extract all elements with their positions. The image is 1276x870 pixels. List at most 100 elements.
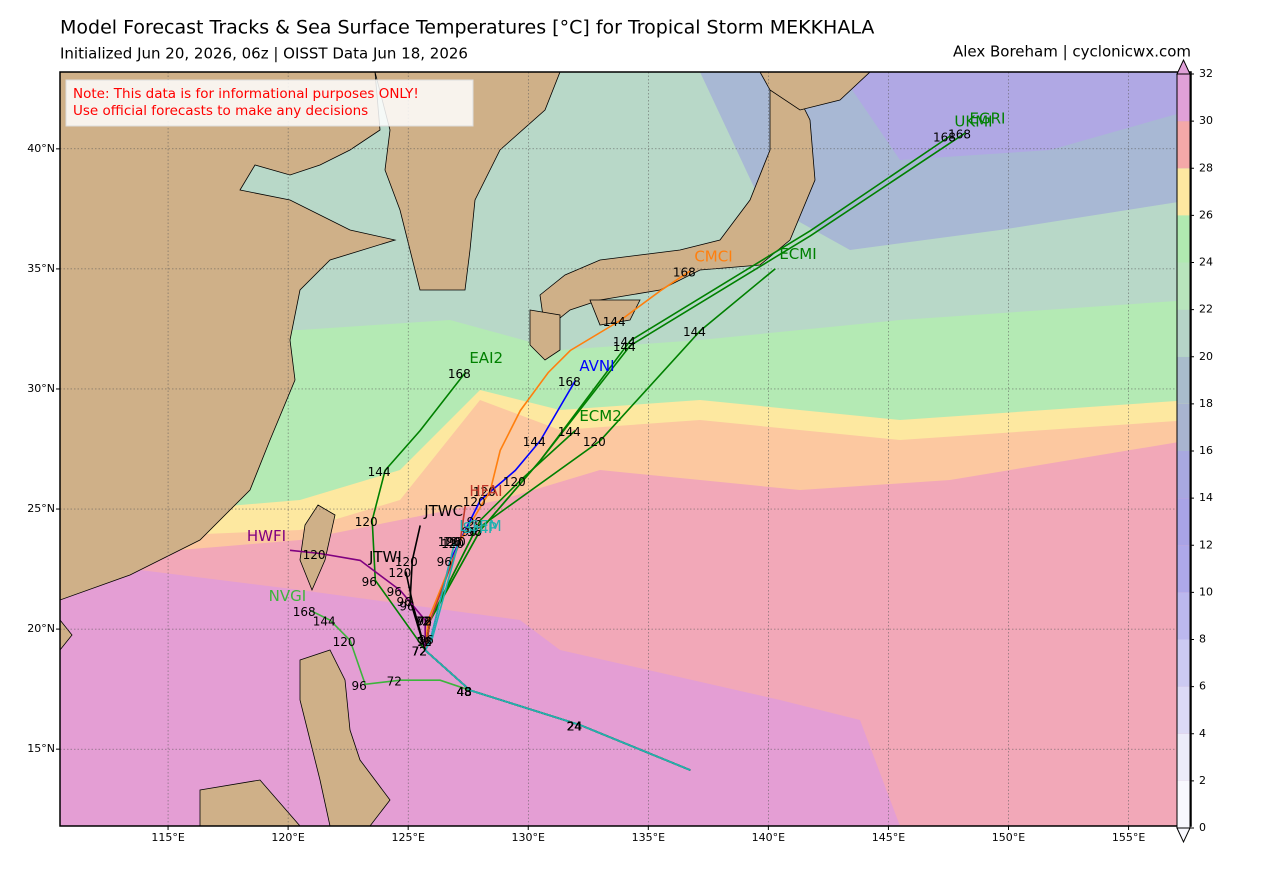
forecast-hour-label: 144 — [368, 465, 391, 479]
model-name: AVNI — [579, 357, 614, 375]
colorbar-band — [1177, 74, 1190, 122]
forecast-hour-label: 168 — [948, 127, 971, 141]
forecast-hour-label: 72 — [412, 645, 427, 659]
colorbar-label: 0 — [1199, 821, 1206, 834]
forecast-hour-label: 96 — [417, 635, 432, 649]
note-line: Use official forecasts to make any decis… — [73, 103, 368, 119]
forecast-hour-label: 120 — [443, 535, 466, 549]
forecast-hour-label: 96 — [352, 679, 367, 693]
forecast-hour-label: 24 — [567, 720, 582, 734]
colorbar-label: 16 — [1199, 444, 1213, 457]
model-name: CMCI — [694, 247, 732, 265]
subtitle: Initialized Jun 20, 2026, 06z | OISST Da… — [60, 45, 468, 63]
colorbar-label: 8 — [1199, 633, 1206, 646]
model-name: EGRI — [970, 109, 1006, 127]
y-tick-label: 30°N — [27, 382, 55, 395]
forecast-hour-label: 48 — [456, 685, 471, 699]
forecast-hour-label: 120 — [333, 635, 356, 649]
model-name: LGEM — [459, 517, 501, 535]
colorbar-label: 30 — [1199, 114, 1213, 127]
colorbar-band — [1177, 780, 1190, 828]
colorbar-label: 32 — [1199, 67, 1213, 80]
forecast-hour-label: 120 — [503, 475, 526, 489]
forecast-hour-label: 72 — [412, 645, 427, 659]
forecast-hour-label: 120 — [441, 537, 464, 551]
model-name: HFAI — [469, 482, 502, 500]
colorbar-extend — [1176, 827, 1191, 844]
forecast-hour-label: 24 — [567, 720, 582, 734]
forecast-hour-label: 96 — [437, 555, 452, 569]
forecast-hour-label: 96 — [447, 535, 462, 549]
y-tick-label: 25°N — [27, 502, 55, 515]
forecast-hour-label: 24 — [567, 720, 582, 734]
colorbar-band — [1177, 121, 1190, 169]
x-tick-label: 145°E — [872, 831, 905, 844]
colorbar-label: 26 — [1199, 208, 1213, 221]
x-tick-label: 115°E — [151, 831, 184, 844]
forecast-hour-label: 72 — [417, 615, 432, 629]
colorbar-band — [1177, 215, 1190, 263]
forecast-hour-label: 168 — [933, 130, 956, 144]
forecast-hour-label: 144 — [558, 425, 581, 439]
forecast-hour-label: 24 — [567, 720, 582, 734]
forecast-hour-label: 48 — [456, 685, 471, 699]
x-tick-label: 135°E — [632, 831, 665, 844]
x-tick-label: 155°E — [1112, 831, 1145, 844]
forecast-hour-label: 24 — [567, 720, 582, 734]
track-line — [424, 542, 691, 771]
forecast-hour-label: 120 — [355, 515, 378, 529]
colorbar-band — [1177, 262, 1190, 310]
colorbar-label: 22 — [1199, 303, 1213, 316]
model-name: UKMI — [954, 112, 992, 130]
forecast-hour-label: 72 — [417, 615, 432, 629]
colorbar-label: 4 — [1199, 727, 1206, 740]
grid: 115°E 120°E 125°E 130°E 135°E 140°E 145°E 150°E… — [27, 72, 1191, 844]
forecast-hour-label: 120 — [388, 566, 411, 580]
x-tick-label: 140°E — [752, 831, 785, 844]
forecast-hour-label: 72 — [414, 615, 429, 629]
colorbar-label: 14 — [1199, 491, 1213, 504]
forecast-hour-label: 48 — [456, 685, 471, 699]
y-tick-label: 20°N — [27, 622, 55, 635]
x-tick-label: 120°E — [271, 831, 304, 844]
forecast-hour-label: 72 — [412, 645, 427, 659]
forecast-hour-label: 144 — [313, 615, 336, 629]
forecast-hour-label: 72 — [412, 645, 427, 659]
colorbar-label: 10 — [1199, 585, 1213, 598]
forecast-hour-label: 72 — [412, 645, 427, 659]
forecast-hour-label: 24 — [567, 720, 582, 734]
y-tick-label: 40°N — [27, 142, 55, 155]
colorbar-label: 12 — [1199, 538, 1213, 551]
colorbar-band — [1177, 356, 1190, 404]
forecast-hour-label: 96 — [399, 600, 414, 614]
map-background — [60, 72, 1191, 826]
model-name: HWFI — [247, 527, 286, 545]
forecast-hour-label: 48 — [456, 685, 471, 699]
model-name: ECMI — [779, 245, 816, 263]
forecast-hour-label: 24 — [567, 720, 582, 734]
forecast-hour-label: 96 — [467, 525, 482, 539]
note-line: Note: This data is for informational pur… — [73, 86, 419, 102]
forecast-hour-label: 96 — [396, 595, 411, 609]
map-frame — [59, 71, 1192, 827]
colorbar-label: 18 — [1199, 397, 1213, 410]
note-box — [65, 79, 474, 127]
colorbar-band — [1177, 168, 1190, 216]
forecast-hour-label: 96 — [467, 525, 482, 539]
forecast-hour-label: 48 — [456, 685, 471, 699]
colorbar-label: 2 — [1199, 774, 1206, 787]
forecast-hour-label: 120 — [395, 555, 418, 569]
forecast-hour-label: 24 — [567, 720, 582, 734]
forecast-hour-label: 120 — [438, 535, 461, 549]
forecast-hour-label: 48 — [456, 685, 471, 699]
forecast-hour-label: 168 — [673, 265, 696, 279]
y-tick-label: 15°N — [27, 742, 55, 755]
forecast-hour-label: 120 — [473, 485, 496, 499]
forecast-hour-label: 72 — [417, 615, 432, 629]
forecast-hour-label: 96 — [387, 585, 402, 599]
forecast-hour-label: 48 — [456, 685, 471, 699]
forecast-hour-label: 120 — [463, 495, 486, 509]
colorbar-band — [1177, 545, 1190, 593]
forecast-hour-label: 144 — [523, 435, 546, 449]
